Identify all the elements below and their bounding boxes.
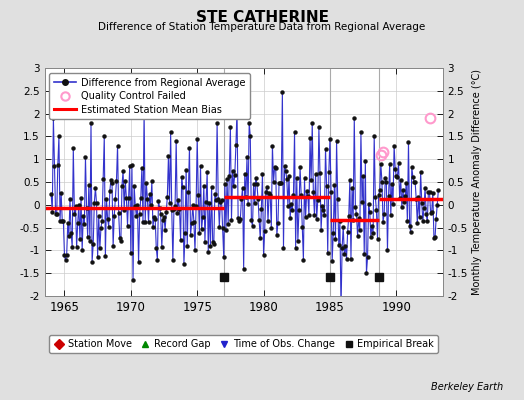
Legend: Station Move, Record Gap, Time of Obs. Change, Empirical Break: Station Move, Record Gap, Time of Obs. C… <box>49 335 438 353</box>
Text: STE CATHERINE: STE CATHERINE <box>195 10 329 25</box>
Text: Berkeley Earth: Berkeley Earth <box>431 382 503 392</box>
Text: Difference of Station Temperature Data from Regional Average: Difference of Station Temperature Data f… <box>99 22 425 32</box>
Legend: Difference from Regional Average, Quality Control Failed, Estimated Station Mean: Difference from Regional Average, Qualit… <box>49 73 250 119</box>
Y-axis label: Monthly Temperature Anomaly Difference (°C): Monthly Temperature Anomaly Difference (… <box>472 69 482 295</box>
